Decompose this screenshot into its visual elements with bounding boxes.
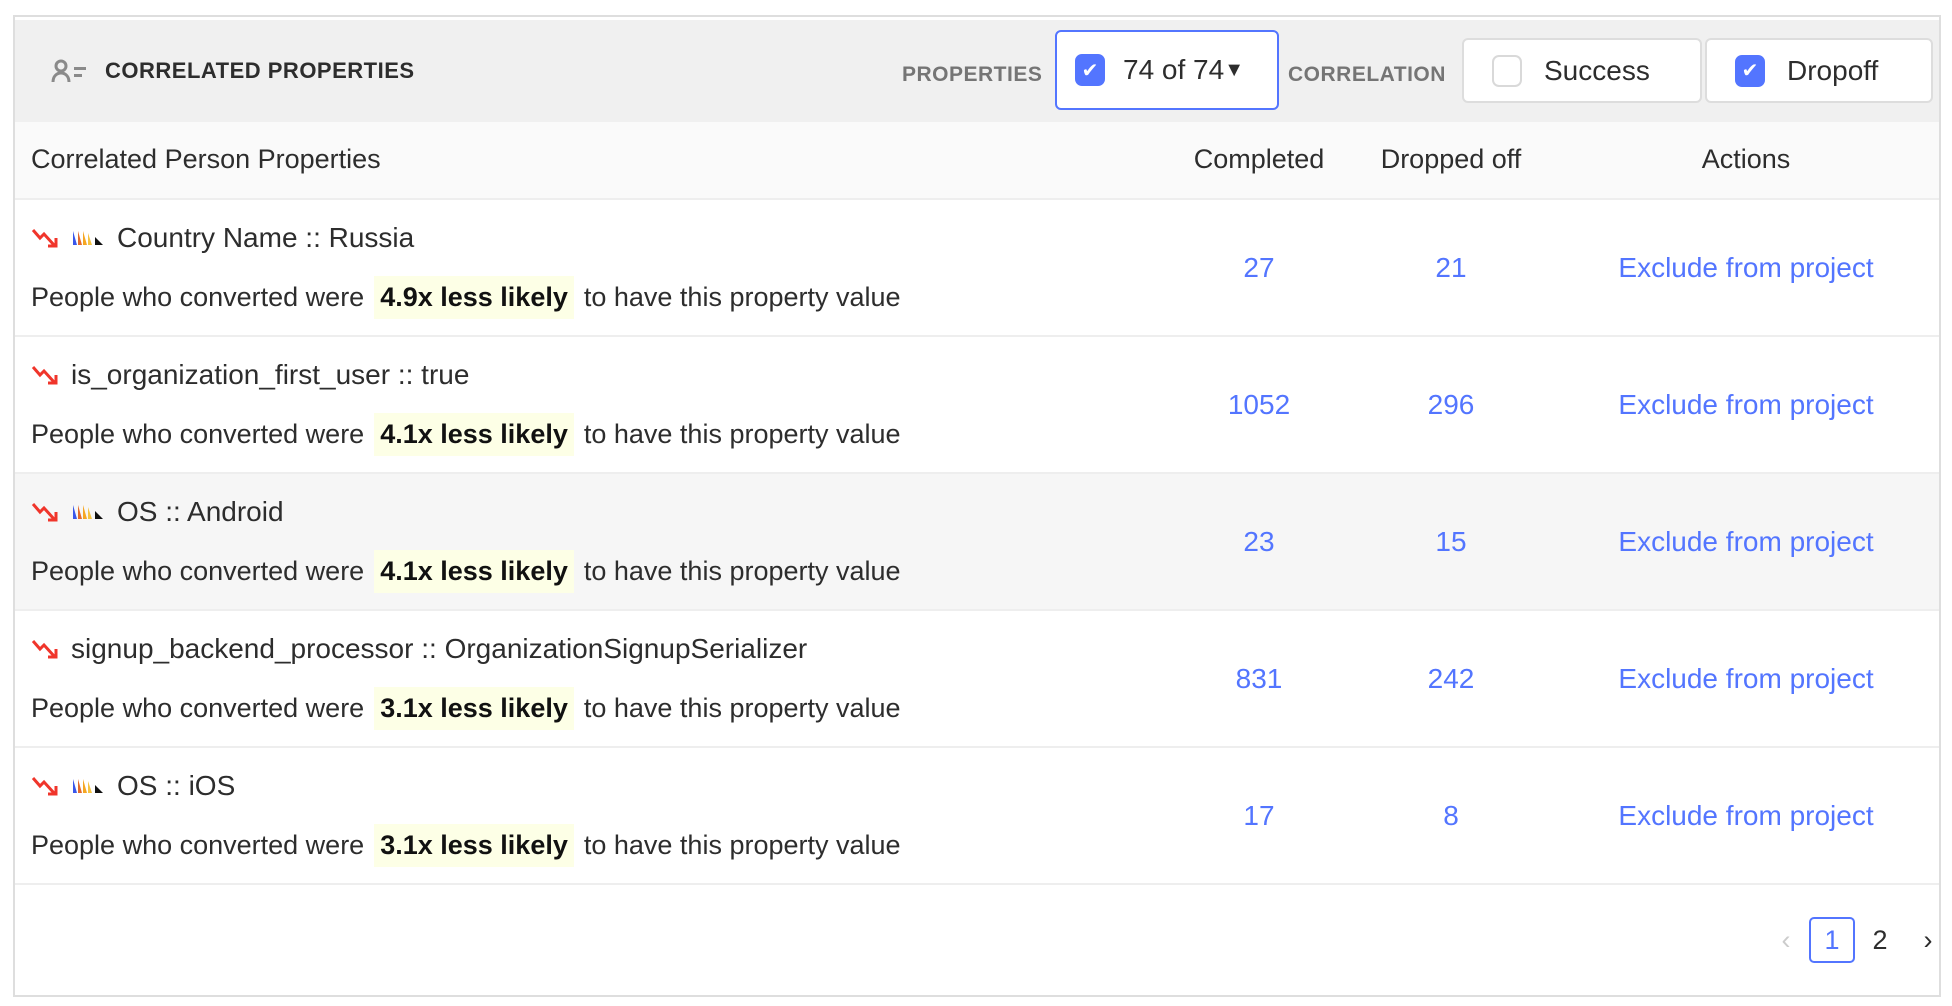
col-actions: Actions [1701, 144, 1791, 174]
desc-suffix: to have this property value [583, 556, 901, 586]
property-name: signup_backend_processor :: Organization… [31, 633, 807, 665]
completed-count[interactable]: 1052 [1227, 389, 1291, 420]
dropped-count[interactable]: 21 [1435, 252, 1467, 283]
checkbox-checked-icon: ✔ [1735, 54, 1765, 87]
success-label: Success [1544, 54, 1650, 86]
desc-suffix: to have this property value [583, 693, 901, 723]
col-dropped: Dropped off [1380, 144, 1522, 174]
property-type-icon [73, 779, 103, 793]
checkbox-unchecked-icon [1492, 54, 1522, 87]
checkbox-checked-icon: ✔ [1075, 54, 1105, 86]
completed-count[interactable]: 831 [1235, 663, 1283, 694]
card-title: CORRELATED PROPERTIES [51, 58, 415, 84]
property-name-text: signup_backend_processor :: Organization… [71, 633, 808, 664]
property-name: OS :: iOS [31, 770, 235, 802]
trend-down-icon [31, 229, 58, 248]
trend-down-icon [31, 777, 58, 796]
desc-prefix: People who converted were [31, 282, 365, 312]
col-name: Correlated Person Properties [31, 144, 381, 174]
trend-down-icon [31, 640, 58, 659]
desc-prefix: People who converted were [31, 830, 365, 860]
title-text: CORRELATED PROPERTIES [105, 58, 415, 83]
desc-prefix: People who converted were [31, 419, 365, 449]
property-type-icon [73, 231, 103, 245]
completed-count[interactable]: 23 [1243, 526, 1275, 557]
desc-suffix: to have this property value [583, 830, 901, 860]
dropped-count[interactable]: 15 [1435, 526, 1467, 557]
page-2-button[interactable]: 2 [1872, 924, 1888, 955]
success-checkbox[interactable]: Success [1462, 38, 1702, 103]
table-header: Correlated Person Properties Completed D… [15, 122, 1939, 200]
property-name: OS :: Android [31, 496, 284, 528]
table-row: OS :: Android People who converted were 4… [15, 474, 1939, 611]
table-row: is_organization_first_user :: true Peopl… [15, 337, 1939, 474]
correlation-label: CORRELATION [1288, 63, 1446, 86]
odds-highlight: 4.9x less likely [374, 276, 574, 319]
trend-down-icon [31, 366, 58, 385]
page-1-button[interactable]: 1 [1809, 917, 1855, 963]
odds-highlight: 3.1x less likely [374, 687, 574, 730]
person-list-icon [51, 59, 86, 83]
exclude-button[interactable]: Exclude from project [1618, 526, 1874, 557]
odds-highlight: 4.1x less likely [374, 413, 574, 456]
card-header: CORRELATED PROPERTIES PROPERTIES ✔ 74 of… [15, 20, 1939, 122]
property-type-icon [73, 505, 103, 519]
completed-count[interactable]: 27 [1243, 252, 1275, 283]
desc-prefix: People who converted were [31, 556, 365, 586]
table-row: Country Name :: Russia People who conver… [15, 200, 1939, 337]
dropoff-checkbox[interactable]: ✔ Dropoff [1705, 38, 1933, 103]
property-name: is_organization_first_user :: true [31, 359, 469, 391]
odds-highlight: 3.1x less likely [374, 824, 574, 867]
properties-label: PROPERTIES [902, 63, 1043, 86]
desc-suffix: to have this property value [583, 282, 901, 312]
property-name-text: OS :: Android [117, 496, 284, 527]
completed-count[interactable]: 17 [1243, 800, 1275, 831]
dropoff-label: Dropoff [1787, 54, 1879, 86]
correlation-card: CORRELATED PROPERTIES PROPERTIES ✔ 74 of… [13, 15, 1941, 997]
property-description: People who converted were 3.1x less likel… [31, 687, 901, 730]
exclude-button[interactable]: Exclude from project [1618, 800, 1874, 831]
odds-highlight: 4.1x less likely [374, 550, 574, 593]
prev-page-button[interactable]: ‹ [1781, 924, 1791, 955]
exclude-button[interactable]: Exclude from project [1618, 252, 1874, 283]
dropped-count[interactable]: 8 [1443, 800, 1459, 831]
property-name-text: Country Name :: Russia [117, 222, 415, 253]
property-name-text: OS :: iOS [117, 770, 236, 801]
next-page-button[interactable]: › [1923, 924, 1933, 955]
col-completed: Completed [1193, 144, 1325, 174]
property-name-text: is_organization_first_user :: true [71, 359, 470, 390]
desc-prefix: People who converted were [31, 693, 365, 723]
property-name: Country Name :: Russia [31, 222, 414, 254]
dropped-count[interactable]: 296 [1427, 389, 1475, 420]
table-row: OS :: iOS People who converted were 3.1x … [15, 748, 1939, 885]
dropped-count[interactable]: 242 [1427, 663, 1475, 694]
property-description: People who converted were 4.9x less likel… [31, 276, 901, 319]
table-row: signup_backend_processor :: Organization… [15, 611, 1939, 748]
trend-down-icon [31, 503, 58, 522]
property-description: People who converted were 4.1x less likel… [31, 550, 901, 593]
properties-select-value: 74 of 74 [1123, 54, 1225, 85]
property-description: People who converted were 3.1x less likel… [31, 824, 901, 867]
caret-down-icon: ▼ [1224, 58, 1244, 81]
exclude-button[interactable]: Exclude from project [1618, 663, 1874, 694]
desc-suffix: to have this property value [583, 419, 901, 449]
property-description: People who converted were 4.1x less likel… [31, 413, 901, 456]
properties-select[interactable]: ✔ 74 of 74 ▼ [1055, 30, 1279, 110]
exclude-button[interactable]: Exclude from project [1618, 389, 1874, 420]
